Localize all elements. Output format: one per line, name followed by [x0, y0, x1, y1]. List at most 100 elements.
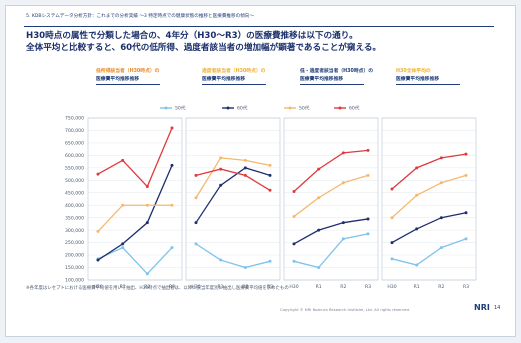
- y-tick-label: 100,000: [65, 278, 84, 284]
- data-point: [170, 163, 174, 167]
- data-point: [145, 272, 149, 276]
- data-point: [121, 246, 125, 250]
- legend-marker-1: [164, 106, 168, 110]
- data-point: [439, 156, 443, 160]
- data-point: [415, 166, 419, 170]
- panel-sub-4: 医療費平均推移推移: [396, 76, 460, 85]
- data-point: [268, 173, 272, 177]
- data-point: [96, 229, 100, 233]
- data-point: [292, 190, 296, 194]
- series-line-p2-s2: [195, 167, 271, 224]
- panel-frame-1: [87, 117, 183, 281]
- y-tick-label: 700,000: [65, 128, 84, 134]
- data-point: [292, 259, 296, 263]
- panel-title-3: 低・過度者該当者（H30時点）の 医療費平均推移推移: [300, 68, 400, 85]
- data-point: [464, 152, 468, 156]
- data-point: [170, 246, 174, 250]
- data-point: [390, 257, 394, 261]
- data-point: [390, 216, 394, 220]
- data-point: [341, 151, 345, 155]
- y-tick-label: 350,000: [65, 215, 84, 221]
- data-point: [464, 173, 468, 177]
- y-tick-label: 200,000: [65, 253, 84, 259]
- data-point: [317, 167, 321, 171]
- data-point: [170, 126, 174, 130]
- panel-group-4: H30全体平均の: [396, 69, 431, 74]
- panel-sub-2: 医療費平均推移推移: [202, 76, 266, 85]
- slide: [5, 5, 516, 337]
- y-tick-label: 300,000: [65, 228, 84, 234]
- data-point: [96, 258, 100, 262]
- x-tick-label: R3: [365, 284, 371, 290]
- x-tick-label: H30: [387, 284, 396, 290]
- data-point: [341, 221, 345, 225]
- panel-group-1: 低所得該当者（H30時点）の: [96, 69, 160, 74]
- footnote: ※各年度はレセプトにおける医療費平均値を用いて抽出、H30時点で抽出者は、以降に…: [26, 286, 289, 291]
- data-point: [439, 216, 443, 220]
- panel-title-2: 過度者該当者（H30時点）の 医療費平均推移推移: [202, 68, 302, 85]
- series-line-p4-s3: [391, 174, 467, 219]
- panel-frame-2: [185, 117, 281, 281]
- x-tick-label: R2: [144, 284, 150, 290]
- company-logo: NRI: [474, 303, 490, 312]
- page-title: H30時点の属性で分類した場合の、4年分（H30～R3）の医療費推移は以下の通り…: [26, 30, 496, 54]
- x-tick-label: R3: [169, 284, 175, 290]
- data-point: [219, 167, 223, 171]
- y-tick-label: 550,000: [65, 165, 84, 171]
- legend-marker-3: [288, 106, 292, 110]
- data-point: [145, 203, 149, 207]
- data-point: [145, 221, 149, 225]
- panel-frame-4: [381, 117, 477, 281]
- series-line-p4-s4: [391, 153, 467, 190]
- y-tick-label: 450,000: [65, 190, 84, 196]
- data-point: [243, 266, 247, 270]
- data-point: [317, 228, 321, 232]
- data-point: [415, 227, 419, 231]
- x-tick-label: H30: [191, 284, 200, 290]
- series-line-p1-s2: [97, 165, 173, 261]
- data-point: [464, 211, 468, 215]
- data-point: [194, 221, 198, 225]
- headline-line-2: 全体平均と比較すると、60代の低所得、過度者該当者の増加幅が顕著であることが窺え…: [26, 43, 382, 53]
- data-point: [194, 196, 198, 200]
- panel-group-3: 低・過度者該当者（H30時点）の: [300, 69, 374, 74]
- panel-sub-3: 医療費平均推移推移: [300, 76, 364, 85]
- x-tick-label: R3: [463, 284, 469, 290]
- x-tick-label: H30: [289, 284, 298, 290]
- panel-title-1: 低所得該当者（H30時点）の 医療費平均推移推移: [96, 68, 196, 85]
- series-line-p3-s3: [293, 174, 369, 217]
- y-tick-label: 150,000: [65, 265, 84, 271]
- series-line-p3-s1: [293, 233, 369, 269]
- data-point: [121, 242, 125, 246]
- panel-sub-1: 医療費平均推移推移: [96, 76, 160, 85]
- legend-marker-2: [226, 106, 230, 110]
- title-divider: [24, 26, 494, 27]
- data-point: [268, 163, 272, 167]
- series-line-p2-s3: [195, 157, 271, 199]
- x-tick-label: R1: [414, 284, 420, 290]
- series-line-p2-s4: [195, 168, 271, 191]
- data-point: [268, 188, 272, 192]
- legend-label-4: 60代: [349, 105, 360, 112]
- data-point: [366, 148, 370, 152]
- panel-frame-3: [283, 117, 379, 281]
- data-point: [121, 203, 125, 207]
- breadcrumb: 5. KDBシステムデータ分析方針：これまでの分析実績 ～3 特定時点での健康状…: [26, 14, 254, 19]
- x-tick-label: R3: [267, 284, 273, 290]
- data-point: [415, 193, 419, 197]
- y-tick-label: 600,000: [65, 153, 84, 159]
- panel-group-2: 過度者該当者（H30時点）の: [202, 69, 266, 74]
- panel-title-4: H30全体平均の 医療費平均推移推移: [396, 68, 496, 85]
- data-point: [366, 232, 370, 236]
- data-point: [366, 217, 370, 221]
- series-line-p4-s2: [391, 212, 467, 244]
- series-line-p4-s1: [391, 238, 467, 266]
- y-tick-label: 250,000: [65, 240, 84, 246]
- data-point: [292, 242, 296, 246]
- data-point: [145, 185, 149, 189]
- data-point: [170, 203, 174, 207]
- data-point: [219, 183, 223, 187]
- series-line-p3-s4: [293, 149, 369, 193]
- legend-label-2: 60代: [237, 105, 248, 112]
